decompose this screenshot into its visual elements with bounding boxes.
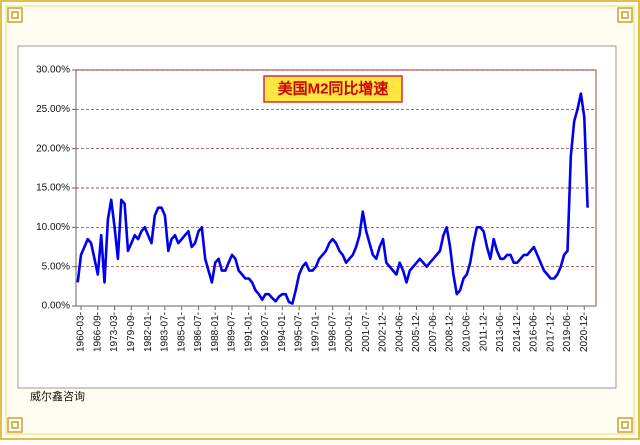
x-tick-label: 1985-01- xyxy=(176,312,187,352)
title-box xyxy=(263,75,403,103)
x-tick-label: 2008-12- xyxy=(445,312,456,352)
x-tick-label: 1988-01- xyxy=(210,312,221,352)
x-tick-label: 1982-01- xyxy=(143,312,154,352)
y-tick-label: 0.00% xyxy=(42,301,70,312)
x-tick-label: 2010-06- xyxy=(461,312,472,352)
x-tick-label: 1995-07- xyxy=(294,312,305,352)
x-tick-label: 1973-03- xyxy=(109,312,120,352)
x-tick-label: 2020-12- xyxy=(579,312,590,352)
x-tick-label: 2007-06- xyxy=(428,312,439,352)
y-tick-label: 15.00% xyxy=(36,183,70,194)
x-tick-label: 1979-09- xyxy=(126,312,137,352)
x-tick-label: 1992-07- xyxy=(260,312,271,352)
frame-inner-line xyxy=(5,5,635,435)
x-tick-label: 2014-12- xyxy=(512,312,523,352)
x-tick-label: 1986-07- xyxy=(193,312,204,352)
x-tick-label: 1960-03- xyxy=(76,312,87,352)
x-tick-label: 2000-01- xyxy=(344,312,355,352)
y-tick-label: 25.00% xyxy=(36,104,70,115)
source-note: 威尔鑫咨询 xyxy=(30,389,85,403)
y-tick-label: 30.00% xyxy=(36,65,70,76)
x-tick-label: 2013-06- xyxy=(495,312,506,352)
x-tick-label: 1997-01- xyxy=(311,312,322,352)
y-tick-label: 10.00% xyxy=(36,222,70,233)
x-tick-label: 1994-01- xyxy=(277,312,288,352)
y-tick-label: 20.00% xyxy=(36,143,70,154)
line-series xyxy=(76,92,589,305)
x-tick-label: 1989-07- xyxy=(227,312,238,352)
y-tick-label: 5.00% xyxy=(42,261,70,272)
x-tick-label: 1983-07- xyxy=(160,312,171,352)
corner-ornaments xyxy=(7,7,633,433)
x-tick-label: 2017-12- xyxy=(545,312,556,352)
x-tick-label: 2001-07- xyxy=(361,312,372,352)
x-tick-label: 1966-09- xyxy=(92,312,103,352)
x-tick-label: 2019-06- xyxy=(562,312,573,352)
x-tick-label: 1991-01- xyxy=(243,312,254,352)
x-tick-label: 2004-06- xyxy=(394,312,405,352)
x-tick-label: 2005-12- xyxy=(411,312,422,352)
x-tick-label: 1998-07- xyxy=(327,312,338,352)
x-tick-label: 2016-06- xyxy=(529,312,540,352)
x-tick-label: 2011-12- xyxy=(478,312,489,351)
chart-title: 美国M2同比增速 xyxy=(278,79,389,97)
x-tick-label: 2002-12- xyxy=(378,312,389,352)
